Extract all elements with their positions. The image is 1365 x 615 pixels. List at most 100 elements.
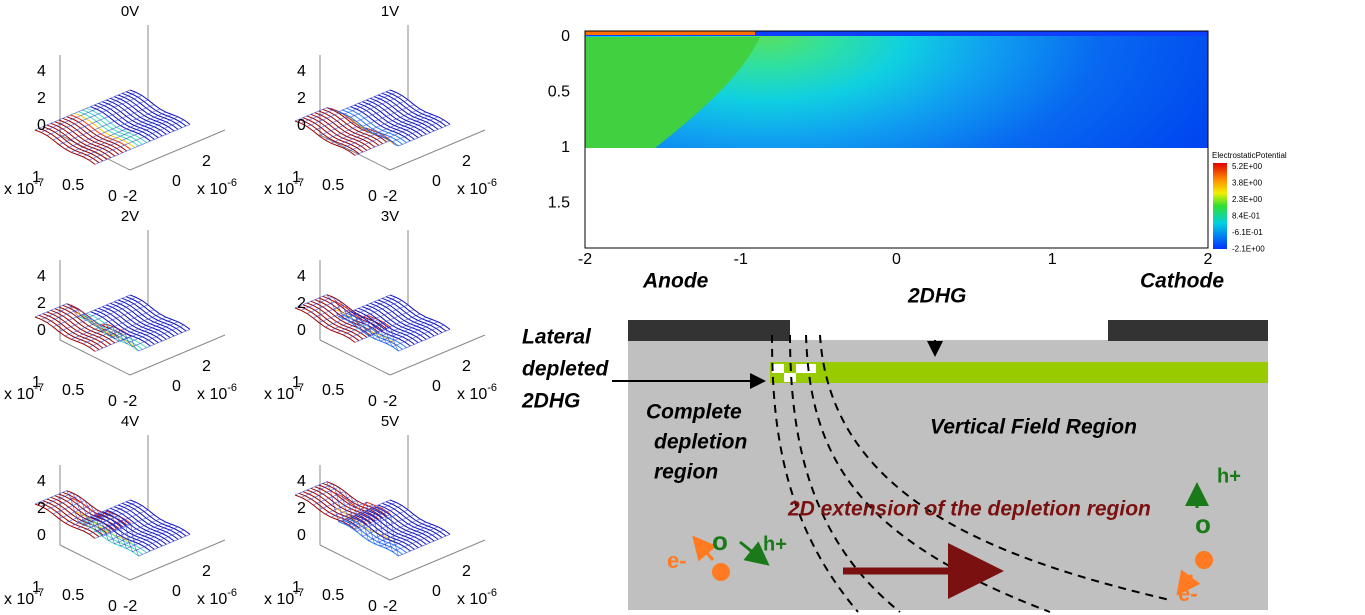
multiplier-exponent: -7 <box>294 587 304 599</box>
y-tick-label: 0 <box>368 188 377 205</box>
electron <box>1195 551 1213 569</box>
axis-multiplier: x 10-6 <box>197 587 237 608</box>
z-tick-label: 2 <box>297 295 306 312</box>
figure: ElectrostaticPotential Anode Cathode 2DH… <box>0 0 1365 615</box>
x-tick-label: 0 <box>172 583 181 600</box>
axis-multiplier: x 10-7 <box>4 177 44 198</box>
x-tick-label: 0 <box>172 173 181 190</box>
device-diagram: Anode Cathode 2DHG Lateral depleted 2DHG… <box>521 270 1268 612</box>
x-tick-label: 0 <box>432 583 441 600</box>
y-tick-label: 0.5 <box>322 177 344 194</box>
multiplier-exponent: -6 <box>487 177 497 189</box>
x-tick-label: -2 <box>383 188 397 205</box>
x-tick-label: 0 <box>172 378 181 395</box>
electron <box>712 563 730 581</box>
y-tick-label: 0.5 <box>62 382 84 399</box>
x-tick-label: 2 <box>202 358 211 375</box>
multiplier-exponent: -7 <box>294 177 304 189</box>
panel-title: 4V <box>121 413 139 430</box>
surface-panel: 4V42010.50-202x 10-7x 10-6 <box>4 413 237 615</box>
multiplier-exponent: -7 <box>34 177 44 189</box>
x-tick-label: -2 <box>383 393 397 410</box>
x-tick-label: -2 <box>123 393 137 410</box>
axis-line <box>320 135 390 170</box>
axis-line <box>320 340 390 375</box>
z-tick-label: 0 <box>37 322 46 339</box>
axis-line <box>60 135 130 170</box>
axis-multiplier: x 10-7 <box>264 382 304 403</box>
surface-panel: 0V42010.50-202x 10-7x 10-6 <box>4 3 237 205</box>
hole-symbol: o <box>712 526 728 556</box>
contour-plot: ElectrostaticPotential <box>585 31 1287 249</box>
hole-label: h+ <box>1217 465 1241 487</box>
x-tick-label: 2 <box>462 563 471 580</box>
lateral-label: 2DHG <box>521 390 580 413</box>
z-tick-label: 4 <box>37 63 46 80</box>
multiplier-base: x 10 <box>197 386 227 403</box>
y-tick-label: 0 <box>108 598 117 615</box>
y-tick-label: 0 <box>368 598 377 615</box>
y-tick-label: 0.5 <box>548 84 570 101</box>
panel-title: 1V <box>381 3 399 20</box>
axis-multiplier: x 10-6 <box>197 382 237 403</box>
complete-label: region <box>654 461 718 484</box>
multiplier-base: x 10 <box>264 181 294 198</box>
panel-title: 3V <box>381 208 399 225</box>
colorbar-label: 3.8E+00 <box>1232 179 1263 188</box>
multiplier-exponent: -6 <box>227 382 237 394</box>
anode-label: Anode <box>642 270 709 293</box>
panel-title: 0V <box>121 3 139 20</box>
axis-multiplier: x 10-7 <box>4 587 44 608</box>
colorbar-title: ElectrostaticPotential <box>1212 151 1287 160</box>
multiplier-exponent: -6 <box>487 382 497 394</box>
z-tick-label: 2 <box>297 500 306 517</box>
x-tick-label: 1 <box>1048 251 1057 268</box>
x-tick-label: 2 <box>1204 251 1213 268</box>
complete-label: depletion <box>654 431 747 454</box>
multiplier-exponent: -6 <box>227 587 237 599</box>
mesh-line <box>35 90 130 130</box>
lateral-label: depleted <box>522 358 610 381</box>
y-tick-label: 0 <box>368 393 377 410</box>
axis-multiplier: x 10-7 <box>264 177 304 198</box>
axis-multiplier: x 10-6 <box>457 382 497 403</box>
z-tick-label: 0 <box>297 322 306 339</box>
surface-strip <box>585 31 755 35</box>
multiplier-base: x 10 <box>457 181 487 198</box>
multiplier-exponent: -6 <box>227 177 237 189</box>
x-tick-label: 2 <box>462 358 471 375</box>
z-tick-label: 4 <box>37 268 46 285</box>
checker <box>772 364 784 373</box>
surface-panel: 1V42010.50-202x 10-7x 10-6 <box>264 3 497 205</box>
multiplier-exponent: -6 <box>487 587 497 599</box>
2dhg-channel <box>770 362 1268 383</box>
axis-multiplier: x 10-6 <box>457 587 497 608</box>
panel-title: 2V <box>121 208 139 225</box>
x-tick-label: -2 <box>123 598 137 615</box>
z-tick-label: 2 <box>37 295 46 312</box>
x-tick-label: 2 <box>202 153 211 170</box>
multiplier-base: x 10 <box>197 181 227 198</box>
multiplier-base: x 10 <box>197 591 227 608</box>
extension-label: 2D extension of the depletion region <box>787 498 1151 521</box>
surface-plots: 0V42010.50-202x 10-7x 10-61V42010.50-202… <box>4 3 497 615</box>
multiplier-base: x 10 <box>457 591 487 608</box>
electron-label: e- <box>1178 581 1198 606</box>
hole-label: h+ <box>763 533 787 555</box>
x-tick-label: -2 <box>123 188 137 205</box>
mesh-line <box>77 115 172 155</box>
multiplier-base: x 10 <box>4 591 34 608</box>
y-tick-label: 0.5 <box>322 382 344 399</box>
multiplier-base: x 10 <box>457 386 487 403</box>
2dhg-label: 2DHG <box>907 285 966 308</box>
axis-multiplier: x 10-6 <box>197 177 237 198</box>
y-tick-label: 1 <box>561 139 570 156</box>
y-tick-label: 0 <box>108 393 117 410</box>
mesh-line <box>307 300 402 322</box>
multiplier-base: x 10 <box>4 386 34 403</box>
z-tick-label: 4 <box>297 63 306 80</box>
z-tick-label: 2 <box>37 500 46 517</box>
